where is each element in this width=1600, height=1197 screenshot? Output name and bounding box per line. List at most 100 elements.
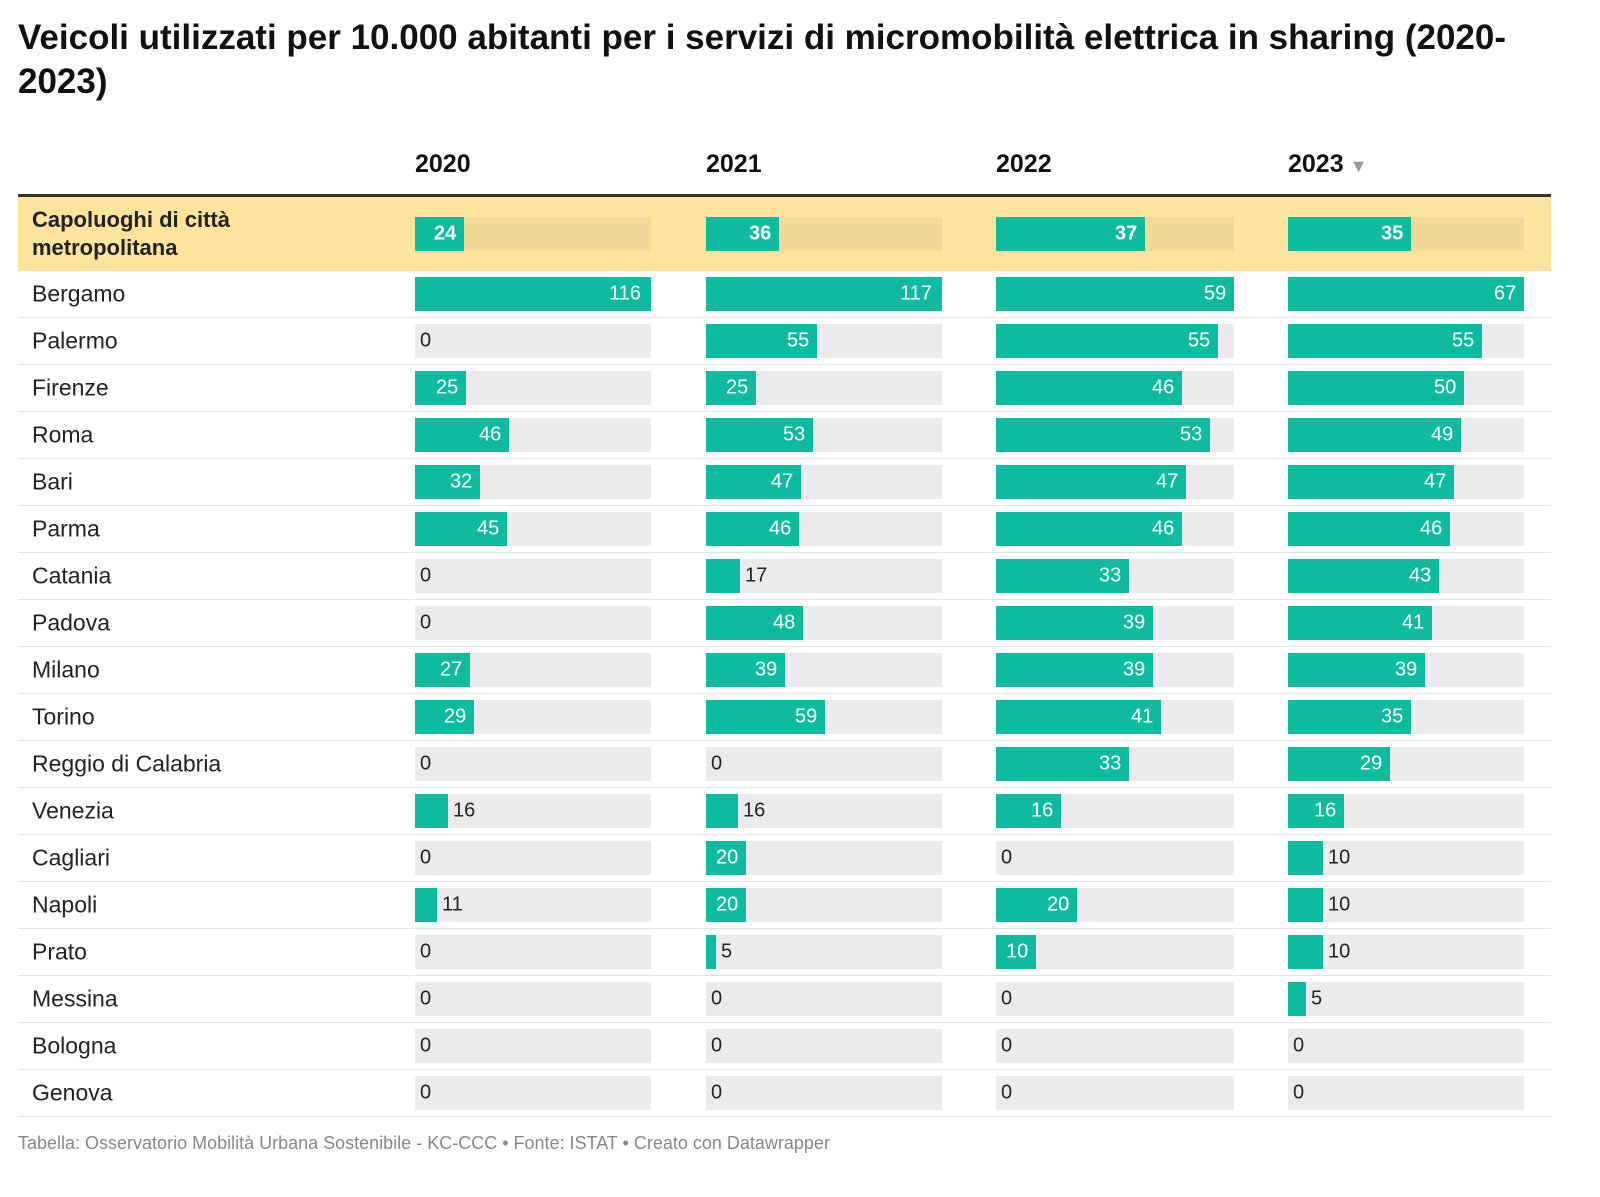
bar (706, 935, 716, 969)
bar-value-label: 39 (1123, 658, 1146, 681)
row-label: Messina (32, 985, 118, 1012)
bar (1288, 747, 1390, 781)
table-row: Bari 32 47 47 47 (18, 459, 1551, 506)
bar (1288, 606, 1432, 640)
bar-track: 0 (415, 935, 651, 969)
bar-track: 47 (1288, 465, 1524, 499)
bar-value-label: 39 (1395, 658, 1418, 681)
bar-track: 59 (996, 277, 1234, 311)
table-row: Palermo 0 55 55 55 (18, 318, 1551, 365)
bar-value-label: 0 (420, 1034, 432, 1057)
column-header-2020[interactable]: 2020 (415, 150, 471, 179)
bar-value-label: 47 (1156, 470, 1179, 493)
bar-value-label: 0 (420, 564, 432, 587)
bar (1288, 700, 1411, 734)
bar-value-label: 25 (726, 376, 749, 399)
bar-track: 0 (415, 1029, 651, 1063)
bar (1288, 418, 1461, 452)
bar (1288, 888, 1323, 922)
bar (1288, 371, 1464, 405)
bar-value-label: 29 (1360, 752, 1383, 775)
bar-track: 0 (415, 559, 651, 593)
bar-value-label: 0 (711, 1034, 723, 1057)
row-label: Catania (32, 562, 112, 589)
bar-track: 45 (415, 512, 651, 546)
row-label: Genova (32, 1079, 113, 1106)
bar-value-label: 46 (1152, 517, 1175, 540)
bar-value-label: 32 (450, 470, 473, 493)
bar-value-label: 49 (1431, 423, 1454, 446)
bar (996, 747, 1129, 781)
bar (996, 371, 1182, 405)
bar-value-label: 0 (420, 940, 432, 963)
bar-value-label: 39 (1123, 611, 1146, 634)
bar (996, 559, 1129, 593)
row-label: Roma (32, 421, 94, 448)
bar-value-label: 47 (771, 470, 794, 493)
bar-track: 16 (415, 794, 651, 828)
bar (706, 371, 756, 405)
bar-track: 0 (996, 982, 1234, 1016)
bar-track: 27 (415, 653, 651, 687)
table-body: Capoluoghi di città metropolitana 24 36 37 3… (18, 197, 1551, 1117)
row-label: Firenze (32, 374, 109, 401)
sort-desc-icon[interactable]: ▼ (1349, 156, 1368, 176)
column-header-2022[interactable]: 2022 (996, 150, 1052, 179)
table-row: Milano 27 39 39 39 (18, 647, 1551, 694)
bar-value-label: 35 (1381, 705, 1404, 728)
bar-value-label: 43 (1409, 564, 1432, 587)
bar-track: 32 (415, 465, 651, 499)
bar-value-label: 55 (1188, 329, 1211, 352)
table-row: Cagliari 0 20 0 10 (18, 835, 1551, 882)
bar (1288, 324, 1482, 358)
row-label: Bari (32, 468, 73, 495)
column-header-2023[interactable]: 2023 ▼ (1288, 150, 1367, 179)
bar (415, 512, 507, 546)
bar-track: 39 (706, 653, 942, 687)
bar-value-label: 37 (1115, 222, 1138, 245)
bar-value-label: 0 (1001, 1034, 1013, 1057)
bar-track: 46 (1288, 512, 1524, 546)
bar (706, 606, 803, 640)
bar-track: 53 (996, 418, 1234, 452)
bar-track: 10 (996, 935, 1234, 969)
column-header-label: 2023 (1288, 150, 1344, 178)
bar-value-label: 39 (755, 658, 778, 681)
bar-track: 0 (415, 324, 651, 358)
bar (706, 653, 785, 687)
bar-track: 17 (706, 559, 942, 593)
bar-track: 35 (1288, 217, 1524, 251)
bar (706, 794, 738, 828)
bar-value-label: 46 (769, 517, 792, 540)
bar-value-label: 0 (711, 987, 723, 1010)
bar-track: 59 (706, 700, 942, 734)
summary-row: Capoluoghi di città metropolitana 24 36 37 3… (18, 197, 1551, 271)
bar (415, 277, 651, 311)
bar-track: 0 (415, 606, 651, 640)
bar (996, 418, 1210, 452)
bar-value-label: 59 (1204, 282, 1227, 305)
bar-value-label: 46 (479, 423, 502, 446)
bar-value-label: 53 (1180, 423, 1203, 446)
bar-track: 0 (1288, 1076, 1524, 1110)
bar-track: 39 (996, 606, 1234, 640)
bar-track: 33 (996, 559, 1234, 593)
bar-value-label: 27 (440, 658, 463, 681)
bar (1288, 794, 1344, 828)
bar-value-label: 16 (1314, 799, 1337, 822)
table-row: Genova 0 0 0 0 (18, 1070, 1551, 1117)
column-header-2021[interactable]: 2021 (706, 150, 762, 179)
table-row: Catania 0 17 33 43 (18, 553, 1551, 600)
bar-track: 55 (706, 324, 942, 358)
bar (996, 512, 1182, 546)
row-label: Capoluoghi di città metropolitana (32, 207, 230, 260)
bar-track: 29 (415, 700, 651, 734)
bar-value-label: 10 (1328, 940, 1351, 963)
bar (706, 217, 779, 251)
bar-track: 20 (706, 888, 942, 922)
row-label: Torino (32, 703, 95, 730)
bar (1288, 841, 1323, 875)
bar-track: 0 (706, 1076, 942, 1110)
bar-value-label: 50 (1434, 376, 1457, 399)
bar (415, 217, 464, 251)
